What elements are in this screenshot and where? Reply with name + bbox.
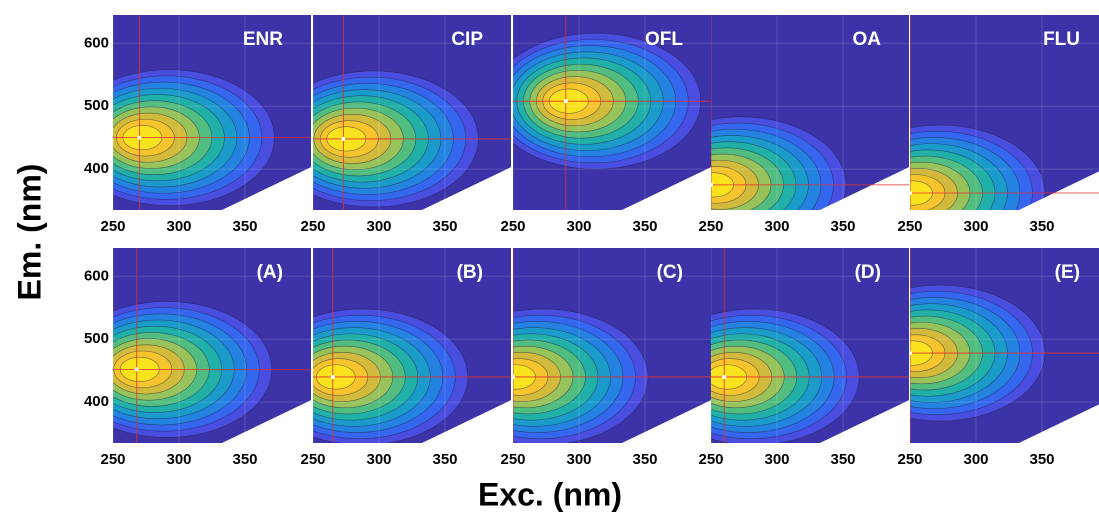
x-tick-label: 350 <box>432 218 457 235</box>
panel <box>313 248 511 443</box>
scatter-region <box>421 400 511 443</box>
x-tick-label: 250 <box>897 218 922 235</box>
scatter-region <box>819 167 909 210</box>
x-tick-label: 350 <box>1029 218 1054 235</box>
panel-title: (B) <box>457 262 483 283</box>
x-tick-label: 350 <box>830 451 855 468</box>
x-tick-label: 250 <box>698 451 723 468</box>
x-tick-label: 300 <box>166 451 191 468</box>
scatter-region <box>221 400 311 443</box>
scatter-region <box>1018 404 1099 443</box>
x-tick-label: 300 <box>963 451 988 468</box>
x-tick-label: 300 <box>166 218 191 235</box>
x-tick-label: 350 <box>830 218 855 235</box>
x-tick-label: 300 <box>566 218 591 235</box>
peak-marker <box>341 136 346 141</box>
panel <box>313 15 511 210</box>
y-tick-label: 500 <box>84 97 109 114</box>
x-tick-label: 350 <box>232 218 257 235</box>
panel-title: (E) <box>1055 262 1080 283</box>
panel <box>910 15 1099 210</box>
panel-title: (C) <box>657 262 683 283</box>
panel <box>910 248 1099 443</box>
x-tick-label: 300 <box>764 451 789 468</box>
peak-marker <box>563 99 568 104</box>
panel-title: OFL <box>645 29 683 50</box>
x-tick-label: 350 <box>432 451 457 468</box>
peak-marker <box>711 182 713 187</box>
peak-marker <box>134 367 139 372</box>
peak-marker <box>137 135 142 140</box>
panel-title: CIP <box>451 29 483 50</box>
x-tick-label: 250 <box>500 451 525 468</box>
scatter-region <box>621 167 711 210</box>
panel-title: (A) <box>257 262 283 283</box>
scatter-region <box>819 400 909 443</box>
x-tick-label: 300 <box>764 218 789 235</box>
panel <box>113 248 311 443</box>
x-tick-label: 250 <box>300 451 325 468</box>
y-tick-label: 600 <box>84 34 109 51</box>
panel-title: OA <box>853 29 882 50</box>
panel-title: FLU <box>1043 29 1080 50</box>
x-tick-label: 350 <box>632 218 657 235</box>
x-tick-label: 300 <box>963 218 988 235</box>
scatter-region <box>621 400 711 443</box>
x-tick-label: 350 <box>632 451 657 468</box>
peak-marker <box>910 191 912 196</box>
y-tick-label: 500 <box>84 330 109 347</box>
y-tick-label: 600 <box>84 267 109 284</box>
x-axis-label: Exc. (nm) <box>478 476 622 512</box>
y-tick-label: 400 <box>84 393 109 410</box>
scatter-region <box>421 167 511 210</box>
y-axis-label: Em. (nm) <box>11 164 47 301</box>
x-tick-label: 250 <box>100 451 125 468</box>
peak-marker <box>722 374 727 379</box>
panel-title: (D) <box>855 262 881 283</box>
panel <box>513 15 711 210</box>
panel <box>113 15 311 210</box>
panel <box>711 15 909 210</box>
panel-title: ENR <box>243 29 283 50</box>
x-tick-label: 250 <box>100 218 125 235</box>
y-tick-label: 400 <box>84 160 109 177</box>
x-tick-label: 350 <box>232 451 257 468</box>
x-tick-label: 250 <box>897 451 922 468</box>
peak-marker <box>330 374 335 379</box>
x-tick-label: 300 <box>566 451 591 468</box>
x-tick-label: 250 <box>698 218 723 235</box>
peak-marker <box>910 351 912 356</box>
x-tick-label: 250 <box>500 218 525 235</box>
peak-marker <box>513 374 515 379</box>
x-tick-label: 350 <box>1029 451 1054 468</box>
x-tick-label: 250 <box>300 218 325 235</box>
scatter-region <box>221 167 311 210</box>
scatter-region <box>1018 171 1099 210</box>
panel <box>513 248 711 443</box>
panel <box>711 248 909 443</box>
x-tick-label: 300 <box>366 451 391 468</box>
x-tick-label: 300 <box>366 218 391 235</box>
